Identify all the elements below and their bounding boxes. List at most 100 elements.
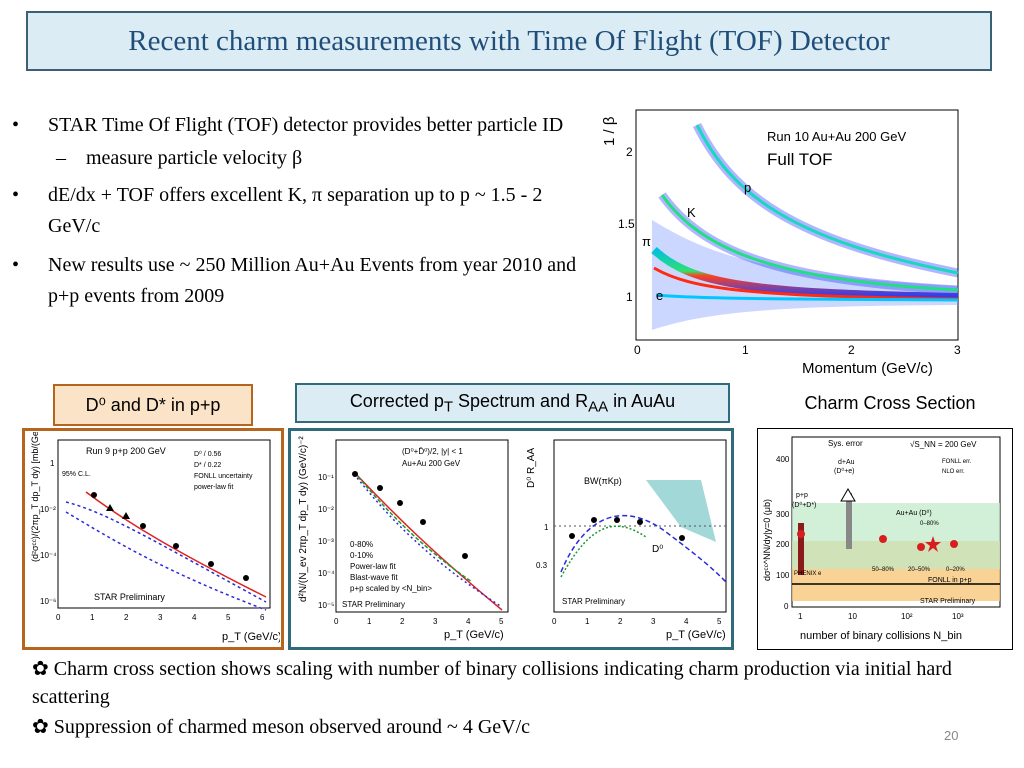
pp-point	[91, 492, 97, 498]
cross-phenix: PHENIX e	[794, 571, 822, 577]
conclusion-text: Charm cross section shows scaling with n…	[32, 658, 952, 708]
bullet-marker: •	[12, 184, 20, 206]
spectrum-xlabel: p_T (GeV/c)	[444, 629, 504, 641]
fonll-upper	[65, 501, 267, 603]
bullet-item: • New results use ~ 250 Million Au+Au Eve…	[12, 250, 582, 312]
raa-xtick: 4	[684, 617, 689, 626]
auau-text-sub: T	[443, 398, 454, 416]
cross-point	[917, 543, 925, 551]
bullet-item: • dE/dx + TOF offers excellent K, π separ…	[12, 180, 582, 242]
tof-xtick: 2	[848, 343, 855, 357]
conclusions: ✿ Charm cross section shows scaling with…	[32, 655, 992, 741]
species-label-p: p	[744, 180, 751, 195]
raa-ylabel: D⁰ R_AA	[526, 448, 537, 488]
pp-ytick: 10⁻²	[40, 505, 56, 514]
pp-point	[106, 504, 114, 511]
cross-legend-syserr: Sys. error	[828, 439, 863, 448]
pp-xlabel: p_T (GeV/c)	[222, 631, 280, 643]
spectrum-point	[462, 553, 468, 559]
cross-ytick: 300	[776, 510, 790, 519]
species-label-pi: π	[642, 234, 651, 249]
raa-point	[591, 517, 597, 523]
spectrum-xtick: 4	[466, 617, 471, 626]
pp-point	[122, 512, 130, 519]
pp-point	[173, 543, 179, 549]
pp-point	[208, 561, 214, 567]
blastwave-fit-curve	[353, 473, 503, 608]
tof-ytick: 1	[626, 290, 633, 304]
bw-model-band	[646, 480, 716, 542]
raa-xlabel: p_T (GeV/c)	[666, 629, 726, 641]
cross-energy: √S_NN = 200 GeV	[910, 440, 977, 449]
cross-xlabel: number of binary collisions N_bin	[800, 630, 962, 642]
cross-point	[950, 540, 958, 548]
auau-text-part: Corrected p	[349, 390, 444, 411]
dau-point	[840, 488, 856, 502]
cross-section-plot: dσᶜᶜ^NN/dy|y=0 (μb) number of binary col…	[762, 436, 1001, 642]
pp-cl-label: 95% C.L.	[62, 471, 91, 478]
pp-xtick: 2	[124, 613, 129, 622]
cross-ytick: 400	[776, 455, 790, 464]
pp-xtick: 5	[226, 613, 231, 622]
raa-model-label: BW(πKp)	[584, 476, 622, 486]
tof-ytick: 2	[626, 145, 633, 159]
raa-plot: D⁰ R_AA p_T (GeV/c) BW(πKp) D⁰ STAR Prel…	[526, 439, 727, 641]
spectrum-xtick: 1	[367, 617, 372, 626]
cross-ytick: 200	[776, 540, 790, 549]
pp-point	[243, 575, 249, 581]
slide-title: Recent charm measurements with Time Of F…	[128, 24, 890, 57]
cross-ytick: 100	[776, 571, 790, 580]
auau-panel-frame	[288, 428, 734, 650]
raa-xtick: 2	[618, 617, 623, 626]
species-label-k: K	[687, 205, 696, 220]
pp-legend-powerlaw: power-law fit	[194, 484, 233, 491]
raa-xtick: 0	[552, 617, 557, 626]
spectrum-ytick: 10⁻⁴	[318, 569, 335, 578]
auau-spectrum-plot: d²N/(N_ev 2πp_T dp_T dy) (GeV/c)⁻² p_T (…	[298, 436, 509, 641]
cross-section-label: Charm Cross Section	[775, 388, 1005, 418]
auau-text-sub: AA	[588, 398, 609, 416]
species-label-e: e	[656, 288, 663, 303]
spectrum-ylabel: d²N/(N_ev 2πp_T dp_T dy) (GeV/c)⁻²	[298, 436, 309, 602]
pp-xtick: 4	[192, 613, 197, 622]
spectrum-xtick: 0	[334, 617, 339, 626]
pp-ytick: 10⁻⁶	[40, 597, 56, 606]
spectrum-header: (D⁰+D̄⁰)/2, |y| < 1	[402, 447, 463, 456]
spectrum-header: Au+Au 200 GeV	[402, 459, 461, 468]
cross-auau-label: Au+Au (D⁰)	[896, 509, 932, 517]
cross-legend-fonll: FONLL err.	[942, 459, 972, 465]
pp-ytick: 10⁻⁴	[40, 551, 57, 560]
cross-point	[925, 536, 941, 552]
pp-scaled-curve	[353, 471, 503, 611]
dau-syserr	[846, 493, 852, 549]
conclusion-item: ✿ Suppression of charmed meson observed …	[32, 713, 992, 741]
cross-c2050: 20–50%	[908, 567, 931, 573]
spectrum-ytick: 10⁻¹	[318, 473, 334, 482]
raa-curve	[560, 514, 727, 583]
cross-xtick: 10²	[901, 612, 913, 621]
auau-text-part: Spectrum and R	[453, 390, 589, 411]
bullet-marker: –	[56, 147, 66, 169]
cross-footer: STAR Preliminary	[920, 598, 976, 605]
spectrum-xtick: 5	[499, 617, 504, 626]
raa-xtick: 5	[717, 617, 722, 626]
pp-xtick: 6	[260, 613, 265, 622]
bullet-list: • STAR Time Of Flight (TOF) detector prov…	[12, 110, 582, 312]
title-box: Recent charm measurements with Time Of F…	[26, 11, 992, 71]
cross-fonll-pp: FONLL in p+p	[928, 577, 972, 584]
raa-curve-green	[560, 525, 647, 578]
spectrum-legend: p+p scaled by <N_bin>	[350, 584, 432, 593]
pp-run-label: Run 9 p+p 200 GeV	[86, 446, 166, 456]
raa-point	[569, 533, 575, 539]
raa-particle-label: D⁰	[652, 544, 663, 555]
cross-ylabel: dσᶜᶜ^NN/dy|y=0 (μb)	[762, 499, 772, 581]
spectrum-footer: STAR Preliminary	[342, 600, 405, 609]
pp-ylabel: (d²σᶜᶜ)/(2πp_T dp_T dy) [mb/(GeV/c)²]	[30, 432, 40, 562]
cross-section-text: Charm Cross Section	[804, 392, 976, 413]
auau-panel-label: Corrected pT Spectrum and RAA in AuAu	[295, 383, 730, 423]
raa-xtick: 3	[651, 617, 656, 626]
tof-run-label: Run 10 Au+Au 200 GeV	[767, 129, 906, 144]
spectrum-ytick: 10⁻⁵	[318, 601, 334, 610]
pp-panel-text: D⁰ and D* in p+p	[85, 394, 221, 415]
cross-point	[879, 535, 887, 543]
